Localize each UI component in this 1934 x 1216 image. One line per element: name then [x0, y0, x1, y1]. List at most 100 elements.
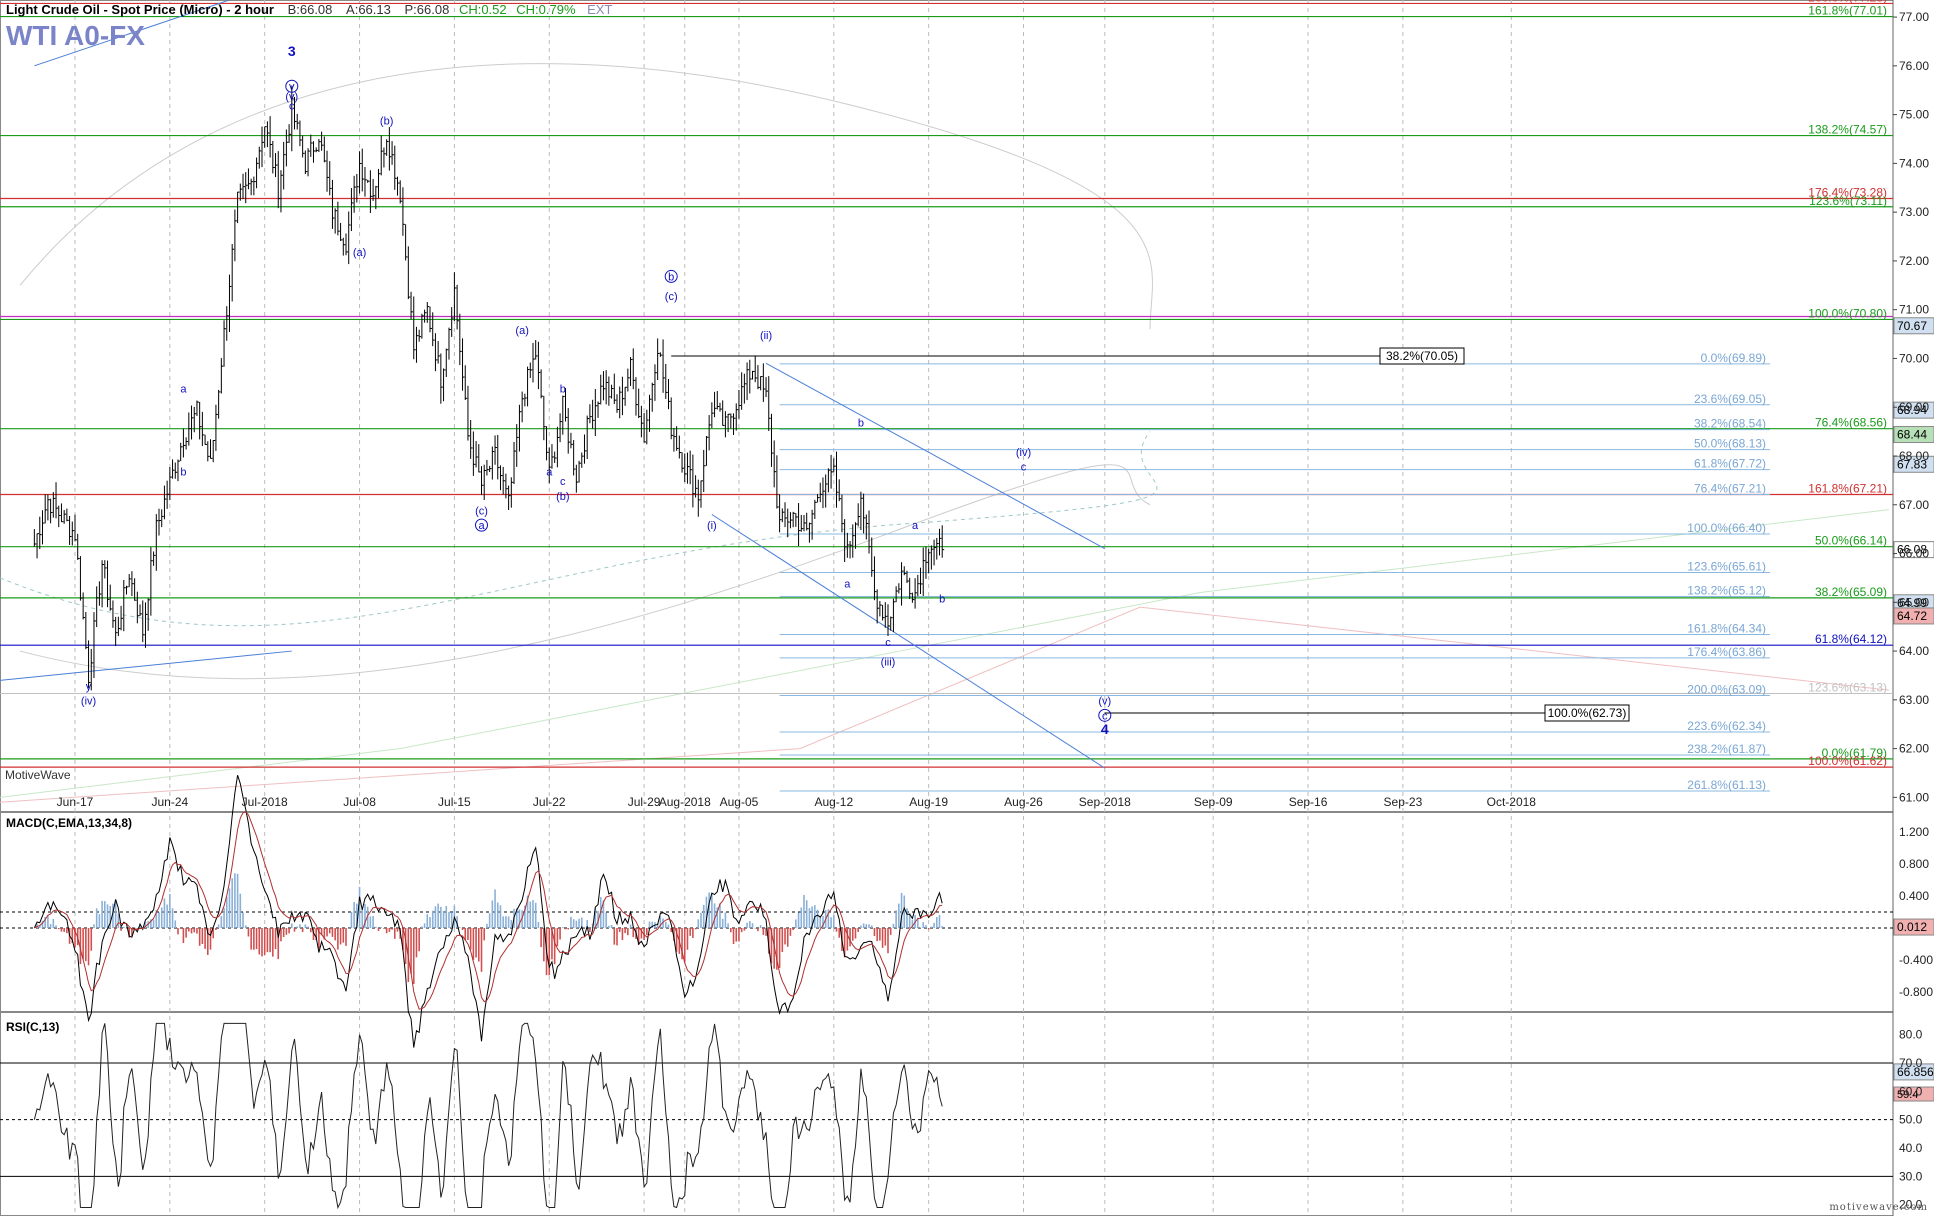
wave-label-circle	[285, 79, 299, 93]
chart-header: Light Crude Oil - Spot Price (Micro) - 2…	[6, 2, 612, 17]
macd-y-tick: 0.800	[1899, 857, 1929, 871]
fib-level-label: 138.2%(74.57)	[1808, 123, 1887, 137]
price-box-label: 68.94	[1897, 403, 1927, 417]
trend-line	[34, 0, 232, 67]
y-tick-label: 67.00	[1899, 498, 1929, 512]
wave-label: b	[560, 384, 566, 396]
y-tick-label: 64.00	[1899, 644, 1929, 658]
rsi-panel-title: RSI(C,13)	[6, 1020, 60, 1034]
y-tick-label: 70.00	[1899, 351, 1929, 365]
wave-label: b	[668, 271, 674, 283]
wave-label: a	[546, 466, 553, 478]
rsi-y-tick: 30.0	[1899, 1169, 1923, 1183]
wave-label: (ii)	[760, 330, 772, 342]
wave-label: (iii)	[881, 657, 896, 669]
rsi-value-box	[1893, 1063, 1934, 1081]
fib-level-label: 50.0%(66.14)	[1815, 534, 1887, 548]
x-tick-label: Jul-2018	[242, 795, 288, 809]
wave-label: v	[289, 81, 295, 93]
wave-label: (i)	[707, 520, 717, 532]
rsi-y-tick: 60.0	[1899, 1084, 1923, 1098]
macd-y-tick: 0.400	[1899, 889, 1929, 903]
axis-layer: Jun-17 Jun-24 Jul-2018 Jul-08 Jul-15 Jul-22 Ju…	[57, 10, 1934, 1212]
macd-y-tick: -0.400	[1899, 953, 1933, 967]
target-box-label: 100.0%(62.73)	[1548, 706, 1627, 720]
wave-label: (v)	[1098, 696, 1111, 708]
projection-label: 238.2%(61.87)	[1687, 742, 1766, 756]
x-tick-label: Aug-2018	[659, 795, 711, 809]
rsi-y-tick: 70.0	[1899, 1056, 1923, 1070]
panel-frame	[0, 1012, 1894, 1216]
indicator-layer	[0, 775, 1893, 1210]
ext-badge[interactable]: EXT	[587, 2, 613, 17]
y-tick-label: 75.00	[1899, 108, 1929, 122]
target-box	[1544, 704, 1630, 722]
macd-value-label: 0.012	[1897, 920, 1927, 934]
price-box	[1893, 317, 1934, 335]
wave-label: c	[560, 476, 566, 488]
symbol-title: Light Crude Oil - Spot Price (Micro) - 2…	[6, 2, 274, 17]
projection-label: 200.0%(63.09)	[1687, 682, 1766, 696]
price-box	[1893, 455, 1934, 473]
change-value: CH:0.52	[458, 2, 507, 17]
y-tick-label: 72.00	[1899, 254, 1929, 268]
fib-lines-layer	[0, 0, 1893, 803]
band-line	[19, 464, 1151, 680]
y-tick-label: 69.00	[1899, 400, 1929, 414]
wave-label: a	[912, 520, 919, 532]
trend-line	[0, 650, 292, 681]
y-tick-label: 76.00	[1899, 59, 1929, 73]
fib-level-label: 161.8%(77.01)	[1808, 4, 1887, 18]
price-box-label: 68.44	[1897, 428, 1927, 442]
fib-level-label: 61.8%(64.12)	[1815, 632, 1887, 646]
wave-label: c	[1102, 710, 1108, 722]
wave-label: (iv)	[1016, 447, 1031, 459]
target-box-label: 38.2%(70.05)	[1386, 349, 1458, 363]
fib-level-label: 123.6%(73.11)	[1809, 194, 1887, 208]
brand-site: motivewave.com	[1829, 1202, 1928, 1213]
trend-line	[711, 514, 1106, 769]
x-tick-label: Jul-15	[438, 795, 471, 809]
y-tick-label: 71.00	[1899, 303, 1929, 317]
price-box	[1893, 426, 1934, 444]
projection-label: 61.8%(67.72)	[1694, 457, 1766, 471]
macd-y-tick: 1.200	[1899, 825, 1929, 839]
symbol-watermark: WTI A0-FX	[6, 20, 145, 51]
x-tick-label: Oct-2018	[1487, 795, 1537, 809]
projection-label: 23.6%(69.05)	[1694, 392, 1766, 406]
projection-label: 38.2%(68.54)	[1694, 417, 1766, 431]
projection-label: 50.0%(68.13)	[1694, 437, 1766, 451]
x-tick-label: Sep-09	[1194, 795, 1233, 809]
fib-level-label: 176.4%(73.28)	[1808, 185, 1887, 199]
price-box-label: 67.83	[1897, 457, 1927, 471]
projection-label: 223.6%(62.34)	[1687, 719, 1766, 733]
wave-label: c	[289, 101, 295, 113]
change-pct-value: CH:0.79%	[516, 2, 576, 17]
price-box-label: 64.72	[1897, 609, 1927, 623]
price-box	[1893, 541, 1934, 559]
y-tick-label: 62.00	[1899, 742, 1929, 756]
x-tick-label: Sep-2018	[1079, 795, 1131, 809]
rsi-value-label: 66.856	[1897, 1065, 1934, 1079]
rsi-y-tick: 20.0	[1899, 1198, 1923, 1212]
x-tick-label: Jun-24	[151, 795, 188, 809]
wave-label: (a)	[353, 247, 366, 259]
labels-layer: 200.0%(77.28)161.8%(77.01) 138.2%(74.57) 1…	[81, 0, 1934, 1102]
brand-label: MotiveWave	[5, 768, 71, 782]
fib-level-label: 100.0%(61.62)	[1808, 754, 1887, 768]
macd-line	[33, 775, 943, 1048]
y-tick-label: 66.00	[1899, 547, 1929, 561]
wave-label: (v)	[285, 91, 298, 103]
wave-label: (b)	[380, 115, 393, 127]
moving-average-line	[0, 606, 1890, 803]
fib-level-label: 161.8%(67.21)	[1808, 482, 1887, 496]
x-tick-label: Aug-12	[814, 795, 853, 809]
fib-level-label: 200.0%(77.28)	[1808, 0, 1887, 4]
x-tick-label: Jun-17	[57, 795, 94, 809]
wave-label: b	[939, 593, 945, 605]
wave-label: 3	[288, 43, 296, 59]
price-box-label: 64.99	[1897, 596, 1927, 610]
wave-label: (b)	[556, 491, 569, 503]
fib-level-label: 38.2%(65.09)	[1815, 585, 1887, 599]
